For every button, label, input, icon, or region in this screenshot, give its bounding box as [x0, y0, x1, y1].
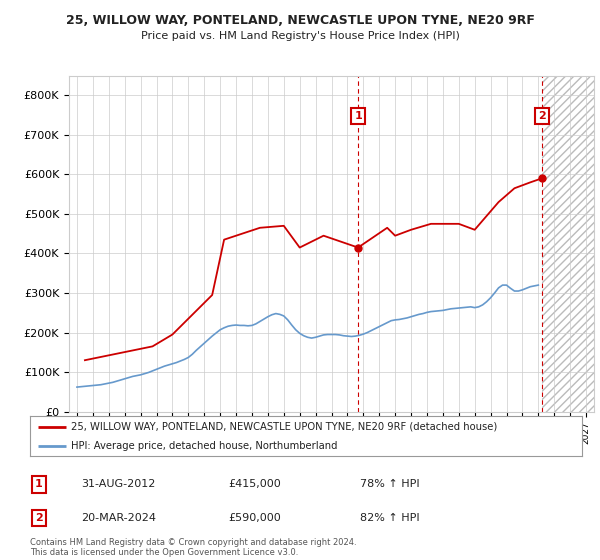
- Text: 20-MAR-2024: 20-MAR-2024: [81, 513, 156, 523]
- Text: 78% ↑ HPI: 78% ↑ HPI: [360, 479, 419, 489]
- Text: Contains HM Land Registry data © Crown copyright and database right 2024.
This d: Contains HM Land Registry data © Crown c…: [30, 538, 356, 557]
- Text: 25, WILLOW WAY, PONTELAND, NEWCASTLE UPON TYNE, NE20 9RF (detached house): 25, WILLOW WAY, PONTELAND, NEWCASTLE UPO…: [71, 422, 497, 432]
- Text: £590,000: £590,000: [228, 513, 281, 523]
- Text: 2: 2: [35, 513, 43, 523]
- Bar: [542, 76, 594, 412]
- Text: £415,000: £415,000: [228, 479, 281, 489]
- Text: 25, WILLOW WAY, PONTELAND, NEWCASTLE UPON TYNE, NE20 9RF: 25, WILLOW WAY, PONTELAND, NEWCASTLE UPO…: [65, 14, 535, 27]
- Text: HPI: Average price, detached house, Northumberland: HPI: Average price, detached house, Nort…: [71, 441, 338, 451]
- Text: 1: 1: [354, 111, 362, 121]
- Text: Price paid vs. HM Land Registry's House Price Index (HPI): Price paid vs. HM Land Registry's House …: [140, 31, 460, 41]
- Text: 1: 1: [35, 479, 43, 489]
- Text: 31-AUG-2012: 31-AUG-2012: [81, 479, 155, 489]
- Text: 82% ↑ HPI: 82% ↑ HPI: [360, 513, 419, 523]
- Text: 2: 2: [538, 111, 545, 121]
